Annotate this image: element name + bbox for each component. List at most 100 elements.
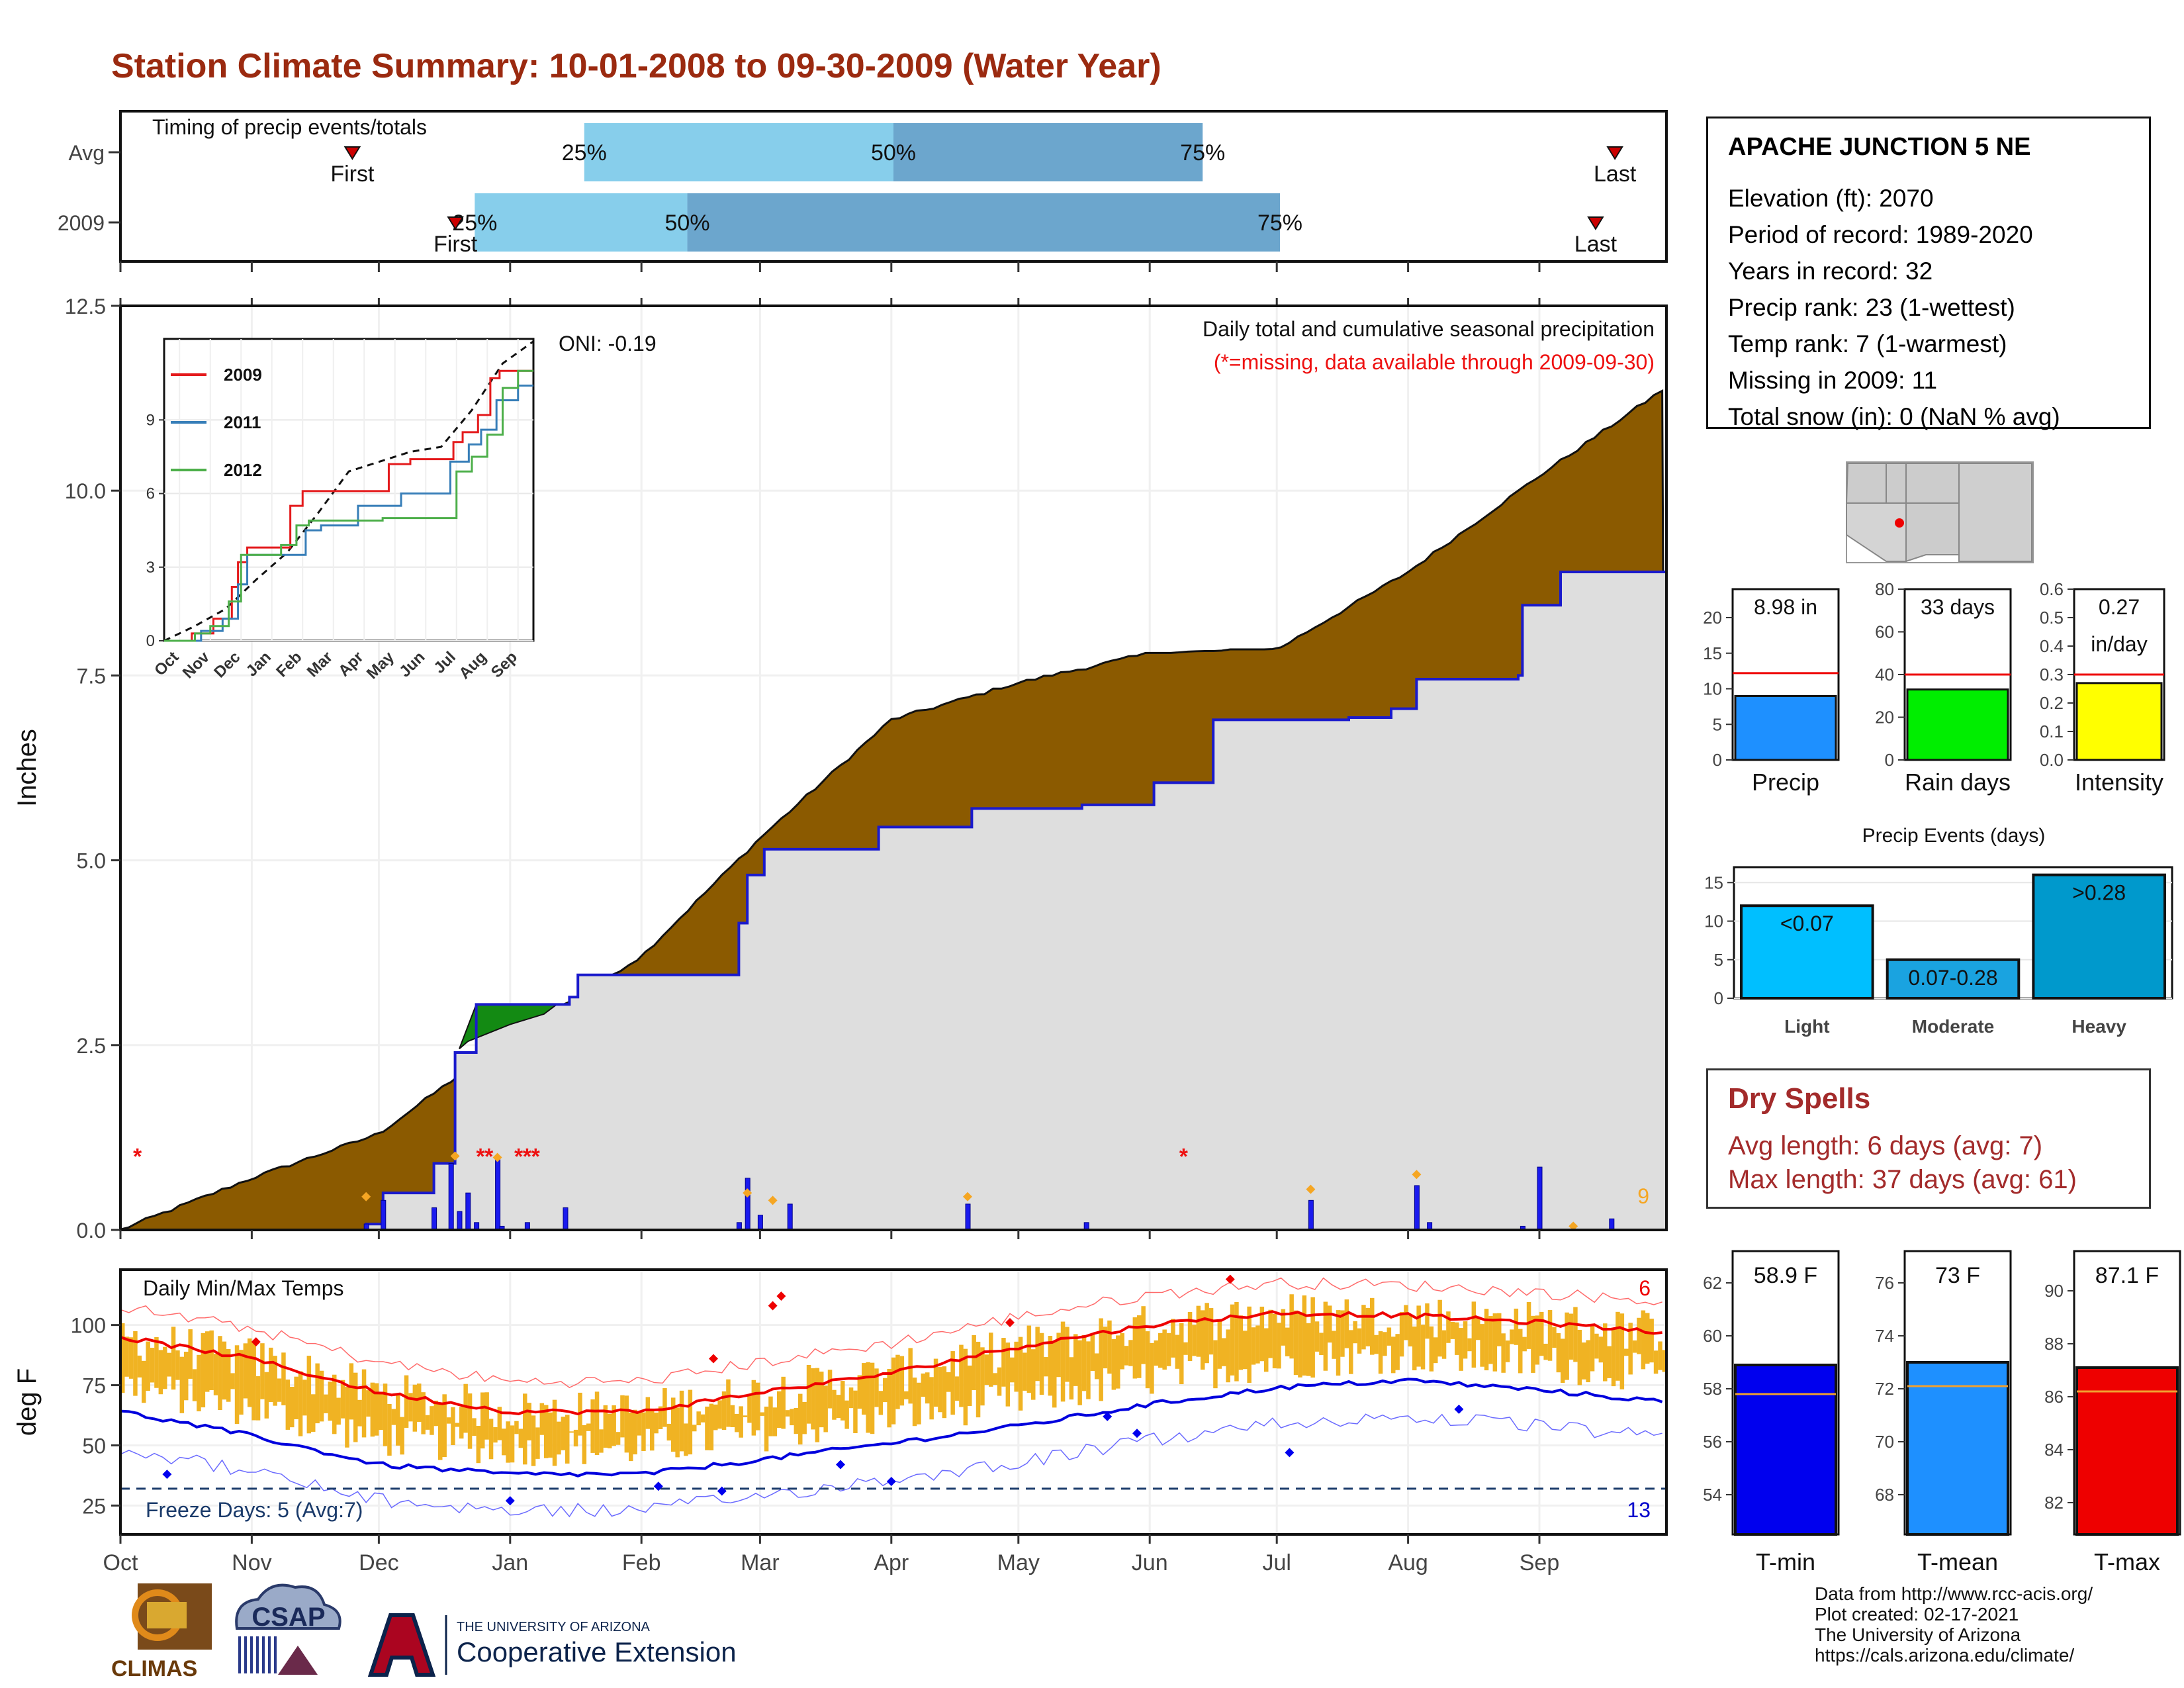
daily-temp-bar bbox=[785, 1410, 790, 1417]
daily-temp-bar bbox=[1370, 1297, 1375, 1355]
daily-temp-bar bbox=[1171, 1319, 1175, 1358]
daily-temp-bar bbox=[1120, 1333, 1124, 1370]
daily-temp-bar bbox=[633, 1409, 637, 1455]
daily-temp-bar bbox=[1395, 1334, 1400, 1370]
daily-temp-bar bbox=[1420, 1325, 1426, 1370]
inset-legend-label: 2009 bbox=[224, 365, 262, 385]
mini-bar-tick-label: 60 bbox=[1875, 622, 1894, 642]
daily-temp-bar bbox=[1628, 1323, 1633, 1375]
daily-temp-bar bbox=[1166, 1333, 1171, 1366]
daily-temp-bar bbox=[1552, 1327, 1557, 1348]
mini-bar-tick-label: 10 bbox=[1703, 679, 1722, 699]
daily-temp-bar bbox=[1378, 1331, 1383, 1374]
inset-legend-label: 2012 bbox=[224, 460, 262, 480]
daily-temp-bar bbox=[1361, 1305, 1366, 1350]
month-label: Feb bbox=[622, 1550, 661, 1575]
daily-temp-bar bbox=[1205, 1303, 1209, 1364]
daily-temp-bar bbox=[1653, 1350, 1659, 1374]
month-label: Nov bbox=[232, 1550, 271, 1575]
event-marker bbox=[450, 1151, 460, 1161]
daily-temp-bar bbox=[1073, 1334, 1078, 1386]
temp-bar-tick-label: 72 bbox=[1875, 1379, 1894, 1399]
temp-bar-tick-label: 54 bbox=[1703, 1485, 1722, 1505]
daily-temp-bar bbox=[205, 1331, 210, 1392]
daily-temp-bar bbox=[1547, 1310, 1553, 1361]
daily-temp-bar bbox=[823, 1385, 828, 1432]
daily-temp-bar bbox=[1641, 1310, 1646, 1370]
timing-marker bbox=[1606, 146, 1623, 160]
daily-temp-bar bbox=[1459, 1328, 1463, 1371]
daily-temp-bar bbox=[848, 1387, 854, 1409]
daily-temp-bar bbox=[1035, 1327, 1040, 1382]
daily-temp-bar bbox=[455, 1423, 460, 1427]
csap-cloud-icon bbox=[235, 1583, 341, 1630]
temp-bar-tick-label: 84 bbox=[2044, 1440, 2064, 1460]
daily-temp-bar bbox=[980, 1347, 985, 1406]
daily-temp-bar bbox=[179, 1356, 185, 1413]
daily-temp-bar bbox=[421, 1392, 426, 1434]
daily-temp-bar bbox=[811, 1368, 815, 1430]
missing-marker: * bbox=[523, 1144, 532, 1169]
credits: Data from http://www.rcc-acis.org/ Plot … bbox=[1815, 1583, 2093, 1665]
mini-bar-tick-label: 20 bbox=[1703, 608, 1722, 628]
record-high-marker bbox=[709, 1354, 718, 1364]
daily-temp-bar bbox=[1259, 1306, 1265, 1362]
daily-temp-bar bbox=[950, 1351, 955, 1415]
mini-bar-value-label: 33 days bbox=[1921, 595, 1995, 619]
daily-temp-bar bbox=[878, 1391, 884, 1415]
mini-bar-value bbox=[1906, 688, 2009, 761]
daily-temp-bar bbox=[209, 1330, 214, 1390]
daily-temp-bar bbox=[904, 1391, 909, 1399]
daily-precip-bar bbox=[563, 1207, 569, 1231]
daily-temp-bar bbox=[908, 1348, 913, 1404]
daily-temp-bar bbox=[379, 1392, 383, 1430]
daily-temp-bar bbox=[713, 1404, 718, 1430]
inset-y-label: 0 bbox=[146, 632, 155, 650]
daily-temp-bar bbox=[226, 1348, 231, 1402]
daily-temp-bar bbox=[1099, 1318, 1103, 1401]
daily-temp-bar bbox=[1590, 1325, 1595, 1372]
daily-temp-bar bbox=[366, 1390, 371, 1417]
daily-temp-bar bbox=[506, 1421, 510, 1463]
daily-temp-bar bbox=[1556, 1333, 1561, 1373]
daily-temp-bar bbox=[535, 1427, 540, 1459]
daily-temp-bar bbox=[781, 1376, 786, 1429]
timing-bar-upper bbox=[687, 193, 1280, 252]
daily-temp-bar bbox=[599, 1429, 604, 1453]
csap-mountain-icon bbox=[278, 1646, 318, 1675]
timing-marker bbox=[1587, 216, 1604, 230]
temp-panel-title: Daily Min/Max Temps bbox=[143, 1276, 343, 1300]
daily-temp-bar bbox=[590, 1399, 595, 1453]
daily-temp-bar bbox=[557, 1421, 561, 1455]
daily-temp-bar bbox=[438, 1402, 443, 1460]
temp-bar-value bbox=[2075, 1366, 2179, 1536]
daily-temp-bar bbox=[1272, 1313, 1277, 1369]
daily-temp-bar bbox=[726, 1379, 731, 1427]
daily-temp-bar bbox=[968, 1365, 972, 1406]
mini-bar-value bbox=[2075, 682, 2163, 761]
daily-temp-bar bbox=[1208, 1308, 1214, 1355]
daily-temp-bar bbox=[408, 1393, 413, 1422]
daily-temp-bar bbox=[1531, 1315, 1535, 1373]
daily-temp-bar bbox=[976, 1341, 981, 1418]
events-tick-label: 5 bbox=[1714, 950, 1723, 970]
daily-temp-bar bbox=[1514, 1308, 1519, 1345]
daily-temp-bar bbox=[1619, 1313, 1625, 1389]
daily-temp-bar bbox=[375, 1383, 379, 1436]
daily-temp-bar bbox=[1535, 1315, 1540, 1365]
daily-temp-bar bbox=[298, 1371, 303, 1436]
daily-precip-bar bbox=[1609, 1218, 1615, 1231]
timing-row-label: 2009 bbox=[58, 211, 105, 235]
event-marker bbox=[743, 1188, 752, 1198]
daily-temp-bar bbox=[972, 1335, 976, 1390]
daily-temp-bar bbox=[1404, 1305, 1408, 1340]
inset-y-label: 9 bbox=[146, 411, 155, 429]
daily-temp-bar bbox=[790, 1409, 794, 1426]
daily-temp-bar bbox=[349, 1363, 354, 1420]
daily-temp-bar bbox=[1383, 1332, 1387, 1356]
daily-temp-bar bbox=[565, 1415, 570, 1464]
credit-line: https://cals.arizona.edu/climate/ bbox=[1815, 1645, 2075, 1665]
temp-y-label: 25 bbox=[82, 1494, 106, 1518]
daily-temp-bar bbox=[1310, 1297, 1315, 1378]
daily-temp-bar bbox=[251, 1342, 256, 1421]
